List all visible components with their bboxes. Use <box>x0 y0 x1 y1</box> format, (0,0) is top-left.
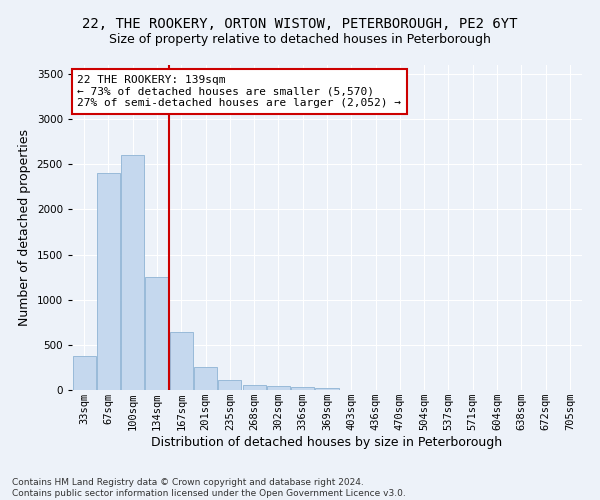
Bar <box>316 388 338 390</box>
Text: Contains HM Land Registry data © Crown copyright and database right 2024.
Contai: Contains HM Land Registry data © Crown c… <box>12 478 406 498</box>
Bar <box>170 332 193 390</box>
Bar <box>73 356 95 390</box>
Bar <box>242 384 266 390</box>
X-axis label: Distribution of detached houses by size in Peterborough: Distribution of detached houses by size … <box>151 436 503 449</box>
Text: 22 THE ROOKERY: 139sqm
← 73% of detached houses are smaller (5,570)
27% of semi-: 22 THE ROOKERY: 139sqm ← 73% of detached… <box>77 74 401 108</box>
Y-axis label: Number of detached properties: Number of detached properties <box>18 129 31 326</box>
Bar <box>267 386 290 390</box>
Bar <box>194 368 217 390</box>
Text: Size of property relative to detached houses in Peterborough: Size of property relative to detached ho… <box>109 32 491 46</box>
Bar <box>97 174 120 390</box>
Bar <box>218 380 241 390</box>
Text: 22, THE ROOKERY, ORTON WISTOW, PETERBOROUGH, PE2 6YT: 22, THE ROOKERY, ORTON WISTOW, PETERBORO… <box>82 18 518 32</box>
Bar <box>121 156 144 390</box>
Bar <box>145 277 169 390</box>
Bar <box>291 388 314 390</box>
